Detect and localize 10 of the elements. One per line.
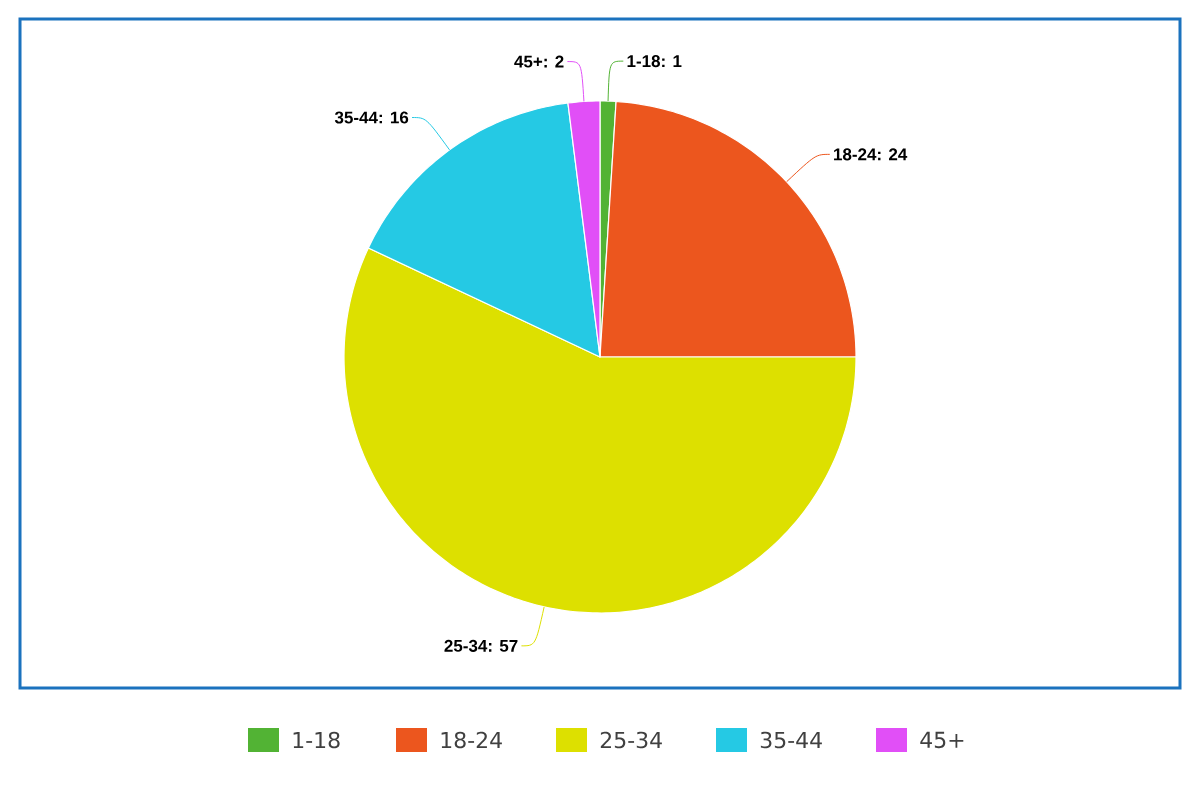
data-label: 45+: 2 [514,55,564,68]
legend-label: 18-24 [441,731,502,749]
data-label: 1-18: 1 [627,55,682,68]
legend-label: 35-44 [760,731,822,749]
data-label: 25-34: 57 [444,639,518,652]
legend-label: 1-18 [293,731,340,749]
data-label: 35-44: 16 [334,111,409,124]
legend-label: 45+ [920,731,964,749]
data-label: 18-24: 24 [834,148,908,161]
legend-label: 25-34 [600,731,662,749]
